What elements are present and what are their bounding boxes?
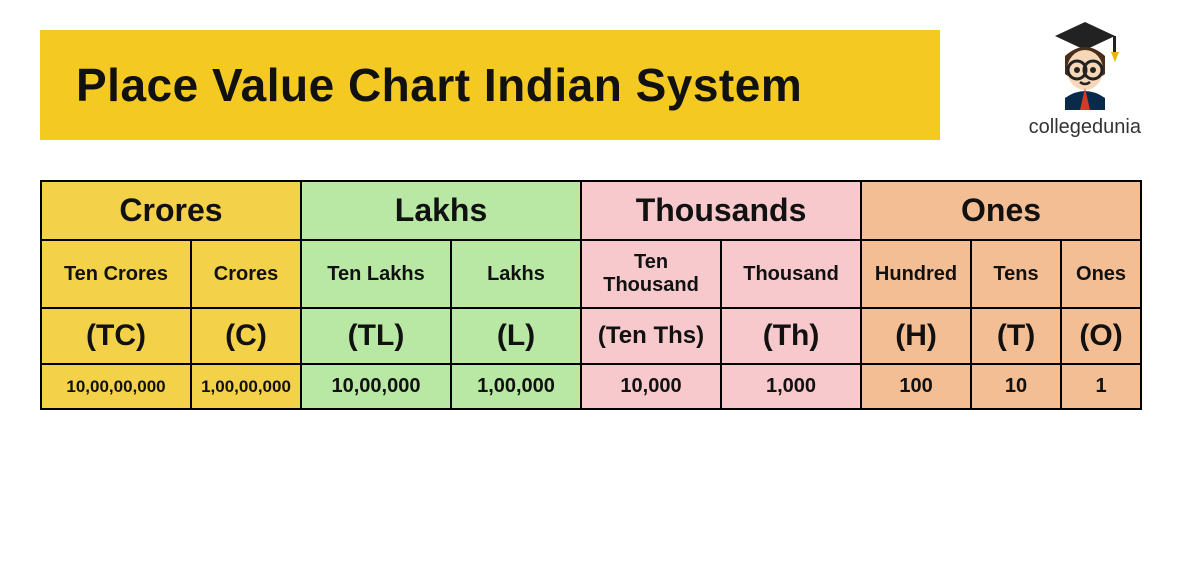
val-c: 1,00,00,000 [191,364,301,409]
abbr-o: (O) [1061,308,1141,364]
col-ten-lakhs: Ten Lakhs [301,240,451,308]
val-tc: 10,00,00,000 [41,364,191,409]
col-ones: Ones [1061,240,1141,308]
group-header-row: Crores Lakhs Thousands Ones [41,181,1141,240]
mascot-icon [1029,20,1141,110]
val-o: 1 [1061,364,1141,409]
abbr-tl: (TL) [301,308,451,364]
group-crores: Crores [41,181,301,240]
page-title: Place Value Chart Indian System [76,58,904,112]
sub-header-row: Ten Crores Crores Ten Lakhs Lakhs Ten Th… [41,240,1141,308]
val-tth: 10,000 [581,364,721,409]
col-hundred: Hundred [861,240,971,308]
abbr-t: (T) [971,308,1061,364]
col-ten-crores: Ten Crores [41,240,191,308]
group-lakhs: Lakhs [301,181,581,240]
abbr-tc: (TC) [41,308,191,364]
logo-text: collegedunia [1029,116,1141,139]
abbr-row: (TC) (C) (TL) (L) (Ten Ths) (Th) (H) (T)… [41,308,1141,364]
logo: collegedunia [1029,20,1141,139]
val-l: 1,00,000 [451,364,581,409]
col-lakhs: Lakhs [451,240,581,308]
col-thousand: Thousand [721,240,861,308]
col-ten-thousand: Ten Thousand [581,240,721,308]
group-ones: Ones [861,181,1141,240]
title-banner: Place Value Chart Indian System [40,30,940,140]
col-crores: Crores [191,240,301,308]
val-t: 10 [971,364,1061,409]
group-thousands: Thousands [581,181,861,240]
value-row: 10,00,00,000 1,00,00,000 10,00,000 1,00,… [41,364,1141,409]
abbr-l: (L) [451,308,581,364]
abbr-ten-ths: (Ten Ths) [581,308,721,364]
abbr-h: (H) [861,308,971,364]
val-th: 1,000 [721,364,861,409]
col-tens: Tens [971,240,1061,308]
abbr-th: (Th) [721,308,861,364]
val-h: 100 [861,364,971,409]
place-value-table: Crores Lakhs Thousands Ones Ten Crores C… [40,180,1142,410]
abbr-c: (C) [191,308,301,364]
val-tl: 10,00,000 [301,364,451,409]
